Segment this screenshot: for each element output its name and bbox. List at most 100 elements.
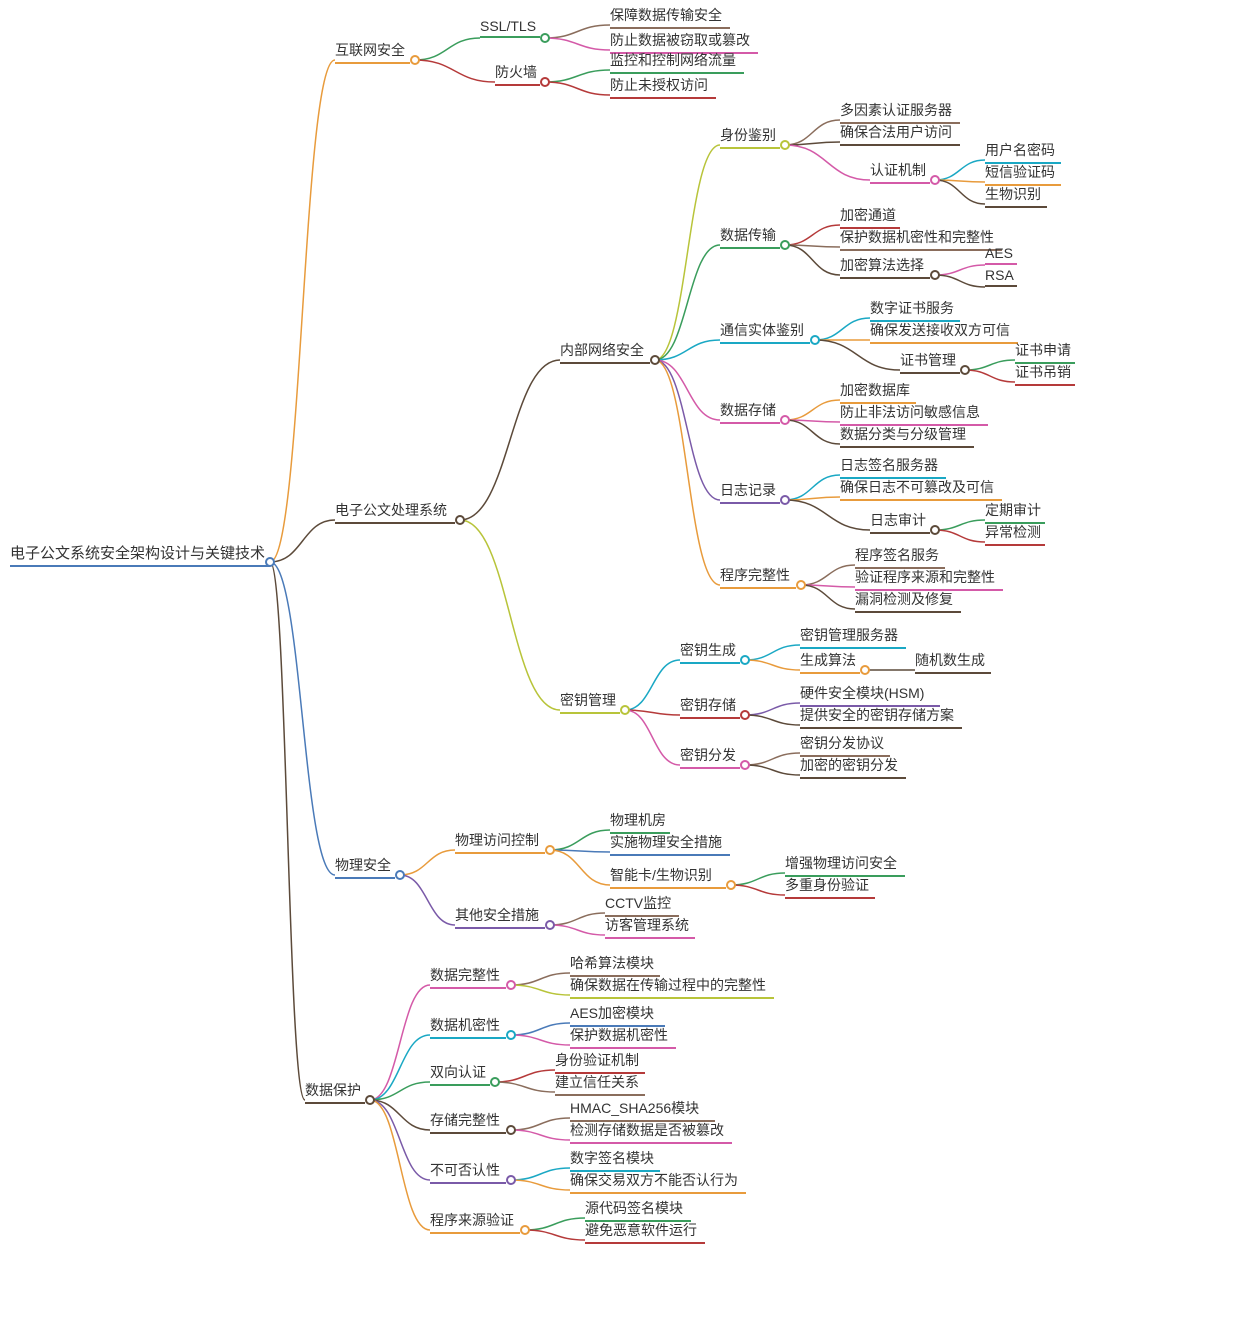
node-dot — [726, 880, 736, 890]
node-label: 多因素认证服务器 — [840, 102, 952, 118]
mindmap-node: 建立信任关系 — [555, 1072, 645, 1096]
node-label: 数据完整性 — [430, 967, 500, 983]
node-dot — [545, 920, 555, 930]
mindmap-node: 程序签名服务 — [855, 545, 945, 569]
node-label: 确保日志不可篡改及可信 — [840, 479, 994, 495]
node-label: 密钥分发 — [680, 747, 736, 763]
node-label: 数据机密性 — [430, 1017, 500, 1033]
node-label: 数据保护 — [305, 1082, 361, 1098]
node-dot — [960, 365, 970, 375]
node-label: 程序签名服务 — [855, 547, 939, 563]
node-label: 定期审计 — [985, 502, 1041, 518]
mindmap-node: 短信验证码 — [985, 162, 1061, 186]
mindmap-node: 证书管理 — [900, 350, 960, 374]
mindmap-node: AES — [985, 245, 1017, 265]
node-dot — [930, 175, 940, 185]
node-dot — [780, 140, 790, 150]
node-dot — [540, 77, 550, 87]
node-label: 密钥管理服务器 — [800, 627, 898, 643]
node-label: 用户名密码 — [985, 142, 1055, 158]
mindmap-node: CCTV监控 — [605, 893, 679, 917]
node-label: 程序来源验证 — [430, 1212, 514, 1228]
node-label: 电子公文系统安全架构设计与关键技术 — [10, 545, 265, 562]
mindmap-node: 数据存储 — [720, 400, 780, 424]
mindmap-node: 通信实体鉴别 — [720, 320, 810, 344]
node-label: 生成算法 — [800, 652, 856, 668]
node-dot — [930, 525, 940, 535]
node-label: 数据分类与分级管理 — [840, 426, 966, 442]
node-label: 访客管理系统 — [605, 917, 689, 933]
mindmap-node: 增强物理访问安全 — [785, 853, 905, 877]
node-label: 硬件安全模块(HSM) — [800, 685, 924, 701]
node-label: 生物识别 — [985, 186, 1041, 202]
node-dot — [455, 515, 465, 525]
node-dot — [650, 355, 660, 365]
node-label: 身份鉴别 — [720, 127, 776, 143]
mindmap-node: 源代码签名模块 — [585, 1198, 691, 1222]
node-label: 数字签名模块 — [570, 1150, 654, 1166]
mindmap-node: 其他安全措施 — [455, 905, 545, 929]
node-dot — [506, 980, 516, 990]
node-label: 随机数生成 — [915, 652, 985, 668]
node-label: 确保发送接收双方可信 — [870, 322, 1010, 338]
mindmap-node: 确保日志不可篡改及可信 — [840, 477, 1002, 501]
node-label: 确保交易双方不能否认行为 — [570, 1172, 738, 1188]
node-label: 存储完整性 — [430, 1112, 500, 1128]
node-dot — [780, 415, 790, 425]
mindmap-node: 避免恶意软件运行 — [585, 1220, 705, 1244]
node-dot — [490, 1077, 500, 1087]
node-label: 数字证书服务 — [870, 300, 954, 316]
mindmap-node: 保障数据传输安全 — [610, 5, 730, 29]
node-label: 防止未授权访问 — [610, 77, 708, 93]
mindmap-node: 随机数生成 — [915, 650, 991, 674]
mindmap-node: 日志审计 — [870, 510, 930, 534]
mindmap-node: 异常检测 — [985, 522, 1045, 546]
mindmap-node: 密钥管理服务器 — [800, 625, 906, 649]
mindmap-node: 密钥分发协议 — [800, 733, 890, 757]
node-dot — [740, 655, 750, 665]
node-label: 检测存储数据是否被篡改 — [570, 1122, 724, 1138]
node-dot — [780, 240, 790, 250]
node-label: 防火墙 — [495, 64, 537, 80]
mindmap-node: 存储完整性 — [430, 1110, 506, 1134]
node-label: 身份验证机制 — [555, 1052, 639, 1068]
node-dot — [506, 1175, 516, 1185]
mindmap-node: 确保合法用户访问 — [840, 122, 960, 146]
mindmap-node: 证书申请 — [1015, 340, 1075, 364]
mindmap-node: 证书吊销 — [1015, 362, 1075, 386]
mindmap-node: 提供安全的密钥存储方案 — [800, 705, 962, 729]
mindmap-node: 程序完整性 — [720, 565, 796, 589]
node-label: 物理访问控制 — [455, 832, 539, 848]
node-label: 其他安全措施 — [455, 907, 539, 923]
node-label: 异常检测 — [985, 524, 1041, 540]
node-dot — [740, 710, 750, 720]
node-label: CCTV监控 — [605, 895, 671, 911]
node-label: 监控和控制网络流量 — [610, 52, 736, 68]
mindmap-node: 电子公文处理系统 — [335, 500, 455, 524]
mindmap-node: 确保数据在传输过程中的完整性 — [570, 975, 774, 999]
node-label: 防止数据被窃取或篡改 — [610, 32, 750, 48]
mindmap-node: 程序来源验证 — [430, 1210, 520, 1234]
mindmap-node: 确保发送接收双方可信 — [870, 320, 1018, 344]
node-dot — [545, 845, 555, 855]
node-dot — [740, 760, 750, 770]
node-label: 源代码签名模块 — [585, 1200, 683, 1216]
mindmap-node: 日志记录 — [720, 480, 780, 504]
mindmap-node: 加密的密钥分发 — [800, 755, 906, 779]
mindmap-node: 防火墙 — [495, 62, 540, 86]
mindmap-node: 硬件安全模块(HSM) — [800, 683, 940, 707]
node-label: 保护数据机密性和完整性 — [840, 229, 994, 245]
node-label: 物理机房 — [610, 812, 666, 828]
mindmap-node: 加密数据库 — [840, 380, 916, 404]
mindmap-node: 多因素认证服务器 — [840, 100, 960, 124]
mindmap-node: 数据分类与分级管理 — [840, 424, 974, 448]
mindmap-node: 认证机制 — [870, 160, 930, 184]
node-dot — [395, 870, 405, 880]
node-dot — [410, 55, 420, 65]
mindmap-node: 保护数据机密性和完整性 — [840, 227, 1002, 251]
mindmap-node: 生成算法 — [800, 650, 860, 674]
node-dot — [506, 1125, 516, 1135]
mindmap-node: 不可否认性 — [430, 1160, 506, 1184]
node-label: 数据传输 — [720, 227, 776, 243]
mindmap-node: 身份鉴别 — [720, 125, 780, 149]
